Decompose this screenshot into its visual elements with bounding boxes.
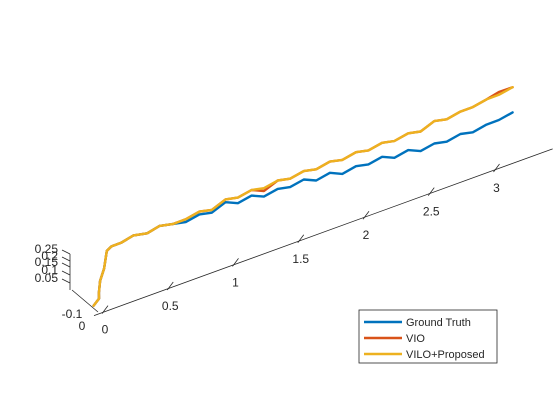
z-tick-label: 0.1 xyxy=(41,263,58,277)
x-axis-line xyxy=(93,148,553,316)
z-tick xyxy=(61,270,71,276)
x-tick xyxy=(493,163,500,173)
z-tick xyxy=(61,249,71,255)
legend: Ground Truth VIO VILO+Proposed xyxy=(358,309,498,364)
x-tick xyxy=(101,305,109,314)
x-tick-label: 2.5 xyxy=(423,205,440,219)
x-tick-label: 1 xyxy=(232,275,239,289)
z-tick-label: 0.15 xyxy=(35,255,59,269)
x-tick xyxy=(232,258,239,267)
series-line-2 xyxy=(92,85,514,307)
x-tick-label: 0 xyxy=(102,323,109,337)
legend-label: VILO+Proposed xyxy=(406,349,485,361)
axes: 00.511.522.53-0.100.050.10.150.20.25 xyxy=(35,148,553,337)
legend-label: VIO xyxy=(406,333,425,345)
x-tick-label: 3 xyxy=(493,181,500,195)
series-line-0 xyxy=(92,111,514,307)
x-tick xyxy=(297,234,305,244)
series-line-1 xyxy=(92,85,514,307)
z-tick-label: 0.2 xyxy=(41,249,58,263)
z-tick-label: 0.05 xyxy=(35,271,59,285)
y-tick-label: 0 xyxy=(79,319,86,333)
y-axis-line xyxy=(71,289,99,313)
x-tick xyxy=(362,210,370,220)
x-tick xyxy=(427,187,435,196)
z-tick xyxy=(61,262,71,268)
y-tick-label: -0.1 xyxy=(62,307,83,321)
x-tick xyxy=(166,281,174,291)
series-lines xyxy=(92,85,514,307)
z-tick xyxy=(61,278,71,284)
x-tick-label: 1.5 xyxy=(292,252,309,266)
z-tick-label: 0.25 xyxy=(35,242,59,256)
legend-label: Ground Truth xyxy=(406,317,471,329)
x-tick-label: 0.5 xyxy=(162,299,179,313)
z-tick xyxy=(61,256,71,262)
x-tick-label: 2 xyxy=(363,228,370,242)
